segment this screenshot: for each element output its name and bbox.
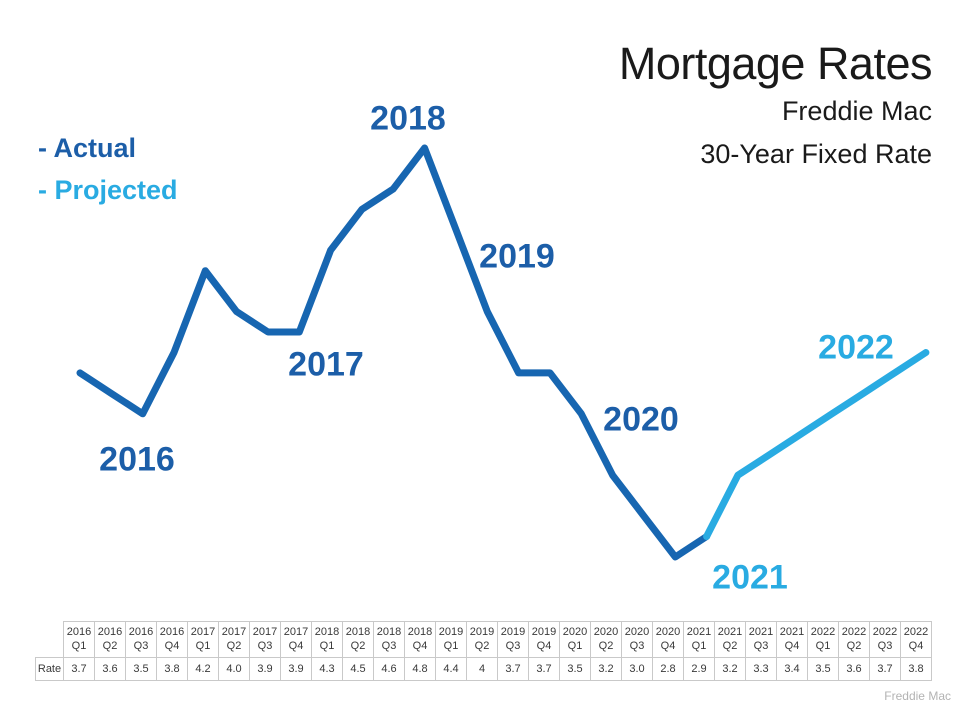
table-header-2021-q4: 2021 Q4 bbox=[776, 621, 808, 658]
table-header-2016-q4: 2016 Q4 bbox=[156, 621, 188, 658]
year-annotation-2019: 2019 bbox=[479, 237, 555, 276]
table-header-2017-q4: 2017 Q4 bbox=[280, 621, 312, 658]
chart-legend: - Actual - Projected bbox=[38, 128, 178, 212]
legend-actual: - Actual bbox=[38, 133, 137, 163]
table-header-2020-q1: 2020 Q1 bbox=[559, 621, 591, 658]
rate-cell-2021-Q3: 3.3 bbox=[745, 657, 777, 681]
year-annotation-2021: 2021 bbox=[712, 558, 788, 597]
table-header-2022-q3: 2022 Q3 bbox=[869, 621, 901, 658]
table-header-2016-q2: 2016 Q2 bbox=[94, 621, 126, 658]
table-header-2019-q3: 2019 Q3 bbox=[497, 621, 529, 658]
table-header-2022-q1: 2022 Q1 bbox=[807, 621, 839, 658]
rate-cell-2016-Q1: 3.7 bbox=[63, 657, 95, 681]
table-corner-cell bbox=[35, 621, 64, 658]
table-header-2020-q2: 2020 Q2 bbox=[590, 621, 622, 658]
rates-table: 2016 Q1 2016 Q2 2016 Q3 2016 Q4 2017 Q1 2017 … bbox=[35, 621, 932, 681]
rate-cell-2017-Q3: 3.9 bbox=[249, 657, 281, 681]
rate-cell-2022-Q1: 3.5 bbox=[807, 657, 839, 681]
table-header-2018-q3: 2018 Q3 bbox=[373, 621, 405, 658]
page-title: Mortgage Rates bbox=[618, 38, 933, 89]
attribution: Freddie Mac bbox=[884, 689, 951, 703]
year-annotation-2016: 2016 bbox=[99, 440, 175, 479]
rate-cell-2022-Q4: 3.8 bbox=[900, 657, 932, 681]
rate-cell-2020-Q1: 3.5 bbox=[559, 657, 591, 681]
rate-cell-2020-Q4: 2.8 bbox=[652, 657, 684, 681]
rate-cell-2018-Q4: 4.8 bbox=[404, 657, 436, 681]
rate-cell-2019-Q1: 4.4 bbox=[435, 657, 467, 681]
table-header-2019-q2: 2019 Q2 bbox=[466, 621, 498, 658]
rate-cell-2022-Q3: 3.7 bbox=[869, 657, 901, 681]
table-row-label: Rate bbox=[35, 657, 64, 681]
table-header-2021-q3: 2021 Q3 bbox=[745, 621, 777, 658]
table-header-2022-q2: 2022 Q2 bbox=[838, 621, 870, 658]
table-header-2018-q4: 2018 Q4 bbox=[404, 621, 436, 658]
rate-cell-2018-Q2: 4.5 bbox=[342, 657, 374, 681]
rate-cell-2016-Q2: 3.6 bbox=[94, 657, 126, 681]
rate-cell-2020-Q2: 3.2 bbox=[590, 657, 622, 681]
rate-cell-2017-Q4: 3.9 bbox=[280, 657, 312, 681]
actual-line-series bbox=[76, 144, 711, 561]
table-header-2017-q3: 2017 Q3 bbox=[249, 621, 281, 658]
rate-cell-2021-Q2: 3.2 bbox=[714, 657, 746, 681]
table-header-2019-q1: 2019 Q1 bbox=[435, 621, 467, 658]
projected-line-series bbox=[703, 349, 930, 540]
table-header-2019-q4: 2019 Q4 bbox=[528, 621, 560, 658]
table-header-2016-q1: 2016 Q1 bbox=[63, 621, 95, 658]
title-block: Mortgage Rates Freddie Mac 30-Year Fixed… bbox=[618, 38, 933, 177]
rate-cell-2022-Q2: 3.6 bbox=[838, 657, 870, 681]
year-annotation-2017: 2017 bbox=[288, 345, 364, 384]
table-header-2017-q2: 2017 Q2 bbox=[218, 621, 250, 658]
table-header-2020-q4: 2020 Q4 bbox=[652, 621, 684, 658]
rate-cell-2019-Q2: 4 bbox=[466, 657, 498, 681]
rate-cell-2018-Q1: 4.3 bbox=[311, 657, 343, 681]
rate-cell-2019-Q4: 3.7 bbox=[528, 657, 560, 681]
rate-cell-2019-Q3: 3.7 bbox=[497, 657, 529, 681]
rate-cell-2017-Q1: 4.2 bbox=[187, 657, 219, 681]
table-header-2018-q1: 2018 Q1 bbox=[311, 621, 343, 658]
table-header-2022-q4: 2022 Q4 bbox=[900, 621, 932, 658]
rate-cell-2021-Q1: 2.9 bbox=[683, 657, 715, 681]
table-header-2020-q3: 2020 Q3 bbox=[621, 621, 653, 658]
year-annotation-2020: 2020 bbox=[603, 400, 679, 439]
subtitle-product: 30-Year Fixed Rate bbox=[700, 139, 932, 170]
legend-projected: - Projected bbox=[38, 174, 178, 205]
year-annotation-2018: 2018 bbox=[370, 99, 446, 138]
rate-cell-2017-Q2: 4.0 bbox=[218, 657, 250, 681]
table-header-2021-q1: 2021 Q1 bbox=[683, 621, 715, 658]
rate-cell-2018-Q3: 4.6 bbox=[373, 657, 405, 681]
table-header-2018-q2: 2018 Q2 bbox=[342, 621, 374, 658]
rate-cell-2020-Q3: 3.0 bbox=[621, 657, 653, 681]
table-header-2021-q2: 2021 Q2 bbox=[714, 621, 746, 658]
rate-cell-2016-Q4: 3.8 bbox=[156, 657, 188, 681]
rate-cell-2016-Q3: 3.5 bbox=[125, 657, 157, 681]
subtitle-source: Freddie Mac bbox=[781, 95, 932, 126]
rate-cell-2021-Q4: 3.4 bbox=[776, 657, 808, 681]
year-annotation-2022: 2022 bbox=[818, 328, 894, 367]
table-header-2017-q1: 2017 Q1 bbox=[187, 621, 219, 658]
table-header-2016-q3: 2016 Q3 bbox=[125, 621, 157, 658]
